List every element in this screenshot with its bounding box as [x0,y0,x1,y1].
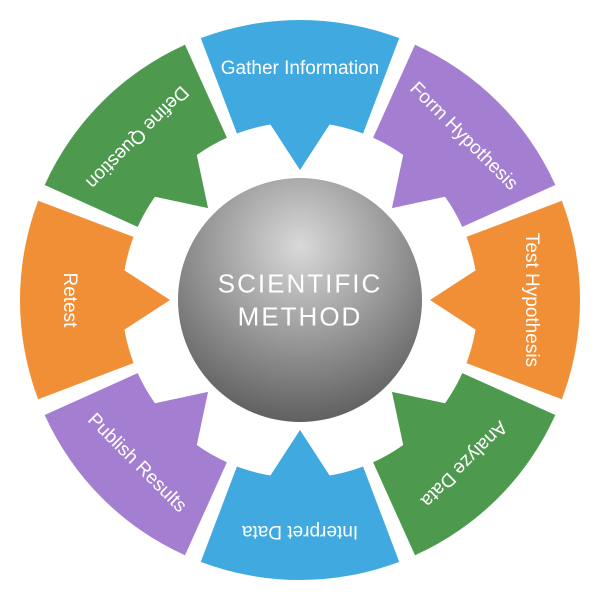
center-circle [178,178,422,422]
segment-label: Test Hypothesis [521,233,542,367]
segment [201,430,399,580]
scientific-method-diagram: Gather InformationForm HypothesisTest Hy… [0,0,600,600]
segment-label: Gather Information [221,58,379,79]
segment-label: Retest [59,273,80,329]
segment [20,201,170,399]
segment [201,20,399,170]
segment [430,201,580,399]
wheel-svg: Gather InformationForm HypothesisTest Hy… [0,0,600,600]
segment-label: Interpret Data [241,521,358,542]
